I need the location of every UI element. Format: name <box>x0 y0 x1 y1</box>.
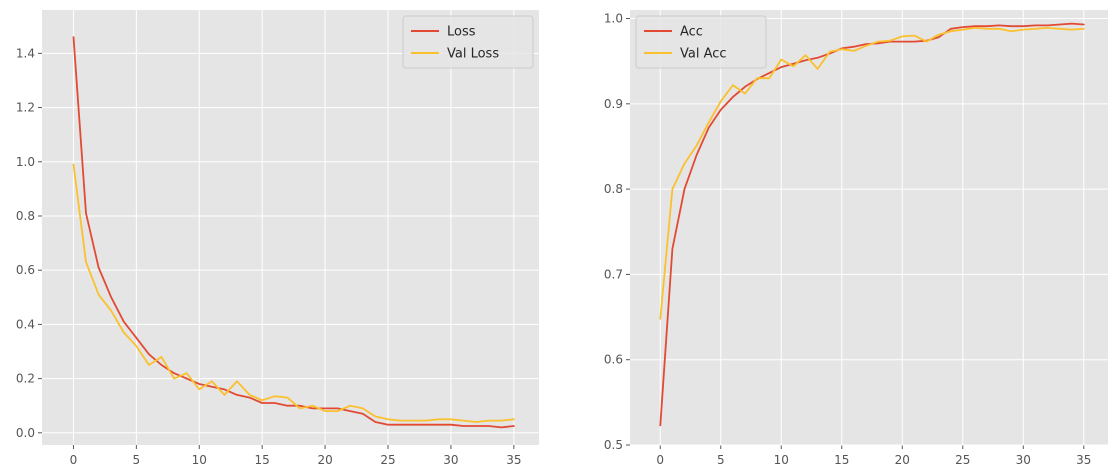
series-line-loss <box>72 36 515 429</box>
x-tick-label: 15 <box>255 453 270 467</box>
y-tick-label: 0.5 <box>604 438 623 452</box>
y-tick-label: 1.0 <box>604 12 623 26</box>
x-tick-label: 35 <box>506 453 521 467</box>
legend-label: Val Acc <box>680 47 727 62</box>
legend-box <box>402 15 534 69</box>
y-tick-label: 1.4 <box>16 46 35 60</box>
y-tick-label: 0.8 <box>604 182 623 196</box>
legend: Acc Val Acc <box>635 15 767 69</box>
x-tick-label: 0 <box>70 453 78 467</box>
x-tick-label: 20 <box>317 453 332 467</box>
series-line-val-acc <box>659 26 1085 320</box>
legend: Loss Val Loss <box>402 15 534 69</box>
series-line-val-loss <box>72 163 515 423</box>
x-tick-label: 10 <box>774 453 789 467</box>
y-tick-label: 0.9 <box>604 97 623 111</box>
y-tick-label: 0.0 <box>16 426 35 440</box>
x-tick-label: 20 <box>895 453 910 467</box>
legend-box <box>635 15 767 69</box>
y-tick-label: 0.7 <box>604 267 623 281</box>
x-tick-label: 25 <box>955 453 970 467</box>
legend-label: Acc <box>680 25 703 40</box>
y-tick-label: 0.6 <box>16 263 35 277</box>
x-tick-label: 5 <box>717 453 725 467</box>
x-tick-label: 5 <box>133 453 141 467</box>
x-tick-label: 10 <box>192 453 207 467</box>
x-tick-label: 0 <box>656 453 664 467</box>
legend-label: Loss <box>447 25 476 40</box>
y-tick-label: 0.4 <box>16 317 35 331</box>
x-tick-label: 25 <box>380 453 395 467</box>
x-tick-label: 15 <box>834 453 849 467</box>
loss-chart: 0 5 10 15 20 25 30 35 0.0 0.2 0.4 0.6 0.8 1.0 1.2 1.4 Lo… <box>16 10 539 467</box>
y-tick-label: 0.6 <box>604 353 623 367</box>
y-tick-label: 0.8 <box>16 209 35 223</box>
accuracy-chart: 0 5 10 15 20 25 30 35 0.5 0.6 0.7 0.8 0.9 1.0 Acc Val A… <box>604 10 1108 467</box>
y-tick-label: 1.2 <box>16 101 35 115</box>
x-tick-label: 30 <box>1016 453 1031 467</box>
legend-label: Val Loss <box>447 47 499 62</box>
x-tick-label: 35 <box>1076 453 1091 467</box>
plot-area <box>42 10 539 445</box>
y-tick-label: 0.2 <box>16 372 35 386</box>
x-tick-label: 30 <box>443 453 458 467</box>
plot-area <box>630 10 1108 445</box>
y-tick-label: 1.0 <box>16 155 35 169</box>
